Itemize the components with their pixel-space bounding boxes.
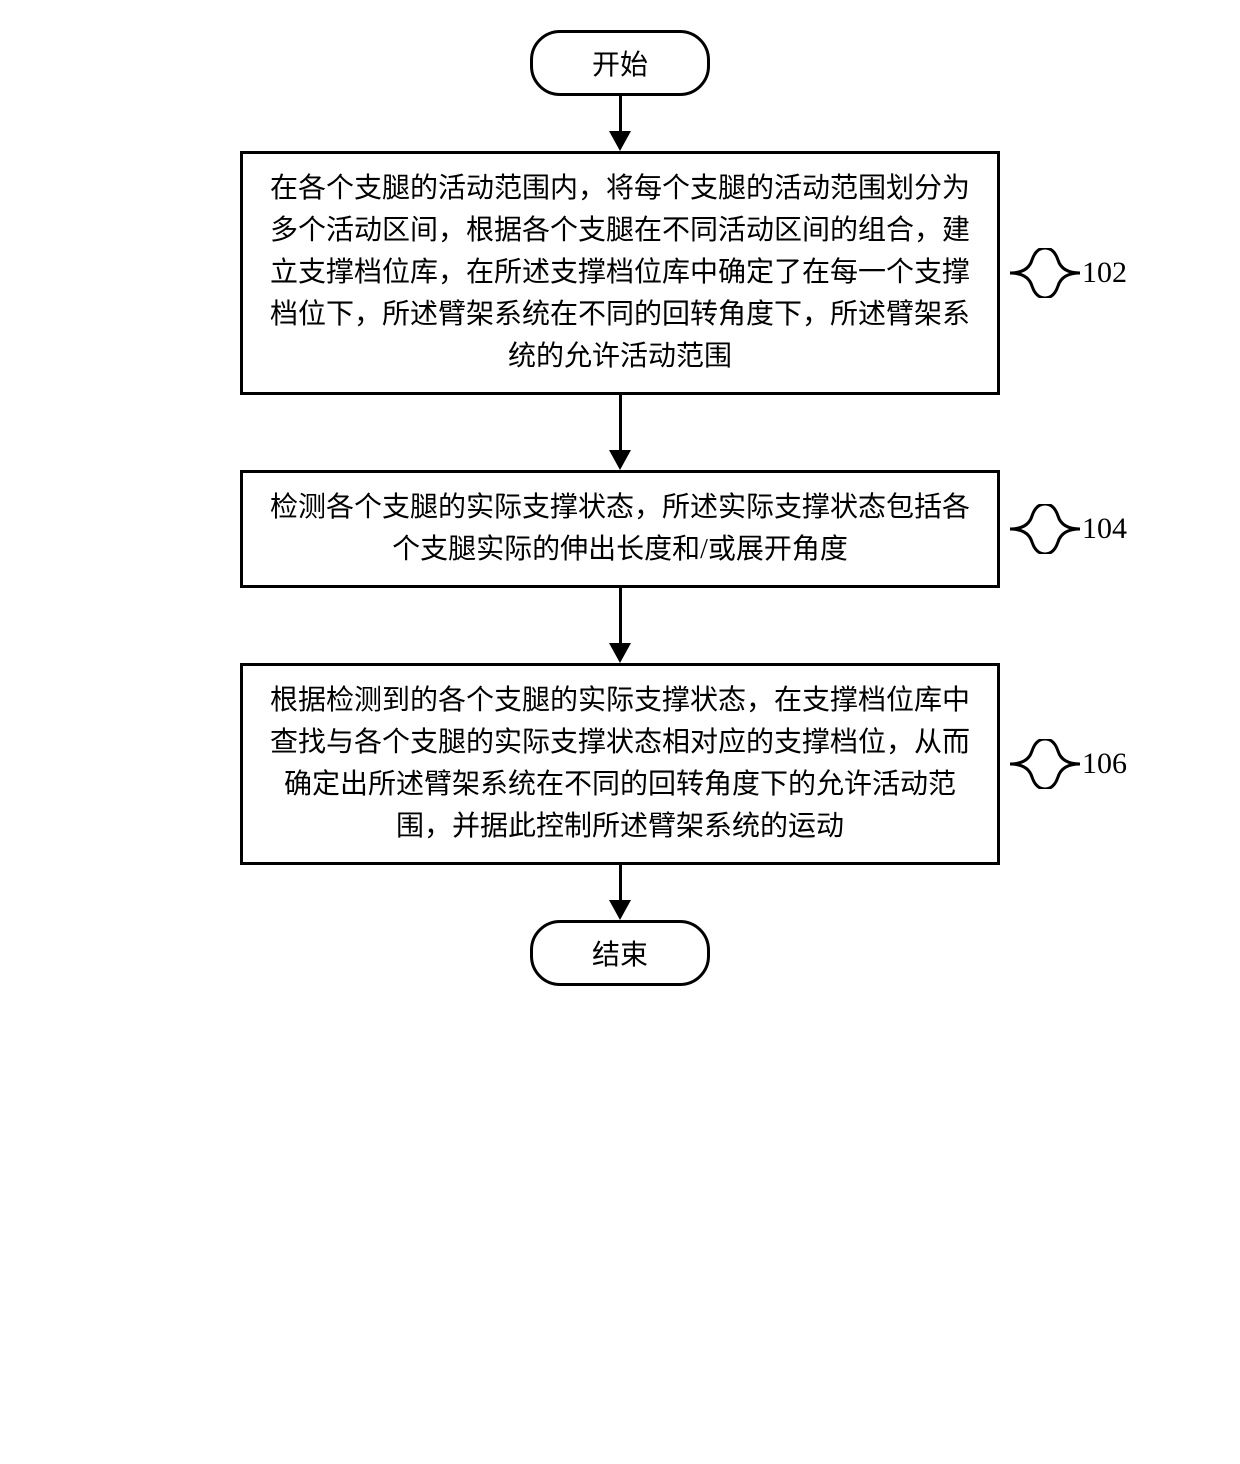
annotation-104: 104	[1010, 504, 1127, 554]
start-node: 开始	[530, 30, 710, 96]
start-label: 开始	[592, 50, 648, 81]
arrow-2	[609, 395, 631, 470]
process-102-text: 在各个支腿的活动范围内，将每个支腿的活动范围划分为多个活动区间，根据各个支腿在不…	[270, 173, 970, 372]
step-row-106: 根据检测到的各个支腿的实际支撑状态，在支撑档位库中查找与各个支腿的实际支撑状态相…	[240, 663, 1000, 865]
connector-curve-icon	[1010, 248, 1080, 298]
annotation-106-label: 106	[1082, 747, 1127, 781]
arrow-head	[609, 450, 631, 470]
step-row-104: 检测各个支腿的实际支撑状态，所述实际支撑状态包括各个支腿实际的伸出长度和/或展开…	[240, 470, 1000, 588]
step-row-102: 在各个支腿的活动范围内，将每个支腿的活动范围划分为多个活动区间，根据各个支腿在不…	[240, 151, 1000, 395]
flowchart-container: 开始 在各个支腿的活动范围内，将每个支腿的活动范围划分为多个活动区间，根据各个支…	[170, 30, 1070, 986]
arrow-line	[619, 588, 622, 643]
process-104: 检测各个支腿的实际支撑状态，所述实际支撑状态包括各个支腿实际的伸出长度和/或展开…	[240, 470, 1000, 588]
arrow-line	[619, 96, 622, 131]
end-label: 结束	[592, 940, 648, 971]
annotation-102: 102	[1010, 248, 1127, 298]
connector-curve-icon	[1010, 504, 1080, 554]
arrow-line	[619, 865, 622, 900]
annotation-104-label: 104	[1082, 512, 1127, 546]
process-106: 根据检测到的各个支腿的实际支撑状态，在支撑档位库中查找与各个支腿的实际支撑状态相…	[240, 663, 1000, 865]
end-node: 结束	[530, 920, 710, 986]
arrow-head	[609, 900, 631, 920]
arrow-1	[609, 96, 631, 151]
arrow-3	[609, 588, 631, 663]
connector-curve-icon	[1010, 739, 1080, 789]
process-104-text: 检测各个支腿的实际支撑状态，所述实际支撑状态包括各个支腿实际的伸出长度和/或展开…	[270, 492, 970, 565]
process-102: 在各个支腿的活动范围内，将每个支腿的活动范围划分为多个活动区间，根据各个支腿在不…	[240, 151, 1000, 395]
annotation-106: 106	[1010, 739, 1127, 789]
arrow-head	[609, 643, 631, 663]
annotation-102-label: 102	[1082, 256, 1127, 290]
arrow-head	[609, 131, 631, 151]
process-106-text: 根据检测到的各个支腿的实际支撑状态，在支撑档位库中查找与各个支腿的实际支撑状态相…	[270, 685, 970, 842]
arrow-4	[609, 865, 631, 920]
arrow-line	[619, 395, 622, 450]
